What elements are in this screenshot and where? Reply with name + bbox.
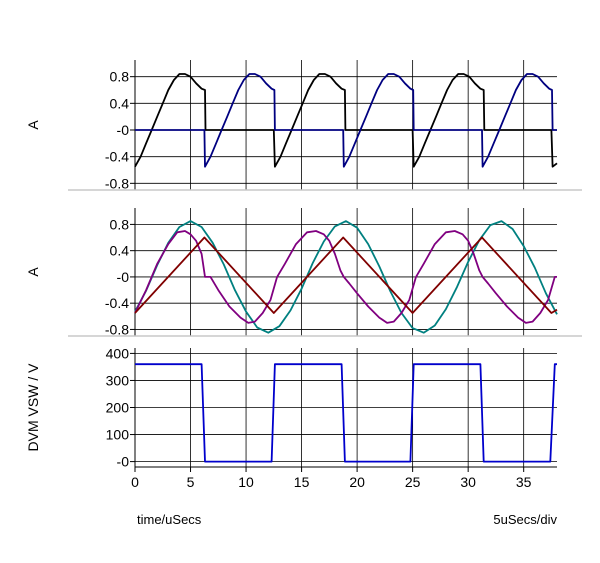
x-tick-label: 35 — [516, 474, 532, 490]
y-tick-label: 0.8 — [110, 216, 130, 232]
y-tick-label: 400 — [106, 345, 130, 361]
y-axis-label: DVM VSW / V — [25, 363, 41, 452]
x-tick-label: 0 — [131, 474, 139, 490]
chart-panel-1: 0.8 0.4 -0 -0.4 -0.8 A — [25, 60, 558, 191]
series-line-1 — [135, 363, 557, 463]
y-tick-label: 100 — [106, 427, 130, 443]
y-axis-label: A — [25, 267, 41, 277]
series-line-1 — [134, 220, 558, 334]
chart-panels: 0.80.4-0-0.4-0.8A0.80.4-0-0.4-0.8A400300… — [25, 60, 582, 490]
series-line-3 — [134, 236, 558, 314]
y-tick-label: 0.8 — [110, 69, 130, 85]
x-tick-label: 10 — [238, 474, 254, 490]
y-tick-label: 200 — [106, 400, 130, 416]
x-tick-label: 30 — [460, 474, 476, 490]
y-tick-label: -0.8 — [105, 321, 129, 337]
chart-panel-3: 400 300 200 100 -0 DVM VSW / V — [25, 345, 557, 470]
y-tick-label: -0 — [117, 122, 130, 138]
y-tick-label: -0.4 — [105, 149, 129, 165]
series-line-1 — [134, 73, 558, 168]
y-tick-label: -0 — [117, 454, 130, 470]
x-axis-label: time/uSecs — [137, 512, 202, 527]
y-tick-label: -0.8 — [105, 175, 129, 191]
series-line-2 — [135, 73, 557, 168]
y-tick-label: 300 — [106, 372, 130, 388]
y-tick-label: -0.4 — [105, 295, 129, 311]
x-tick-label: 25 — [405, 474, 421, 490]
x-tick-label: 15 — [294, 474, 310, 490]
y-tick-label: 0.4 — [110, 243, 130, 259]
series-line-2 — [134, 230, 557, 324]
chart-panel-2: 0.8 0.4 -0 -0.4 -0.8 A — [25, 208, 558, 337]
x-tick-label: 5 — [187, 474, 195, 490]
y-tick-label: 0.4 — [110, 95, 130, 111]
y-tick-label: -0 — [117, 269, 130, 285]
scale-label: 5uSecs/div — [493, 512, 557, 527]
y-axis-label: A — [25, 120, 41, 130]
x-tick-label: 20 — [349, 474, 365, 490]
